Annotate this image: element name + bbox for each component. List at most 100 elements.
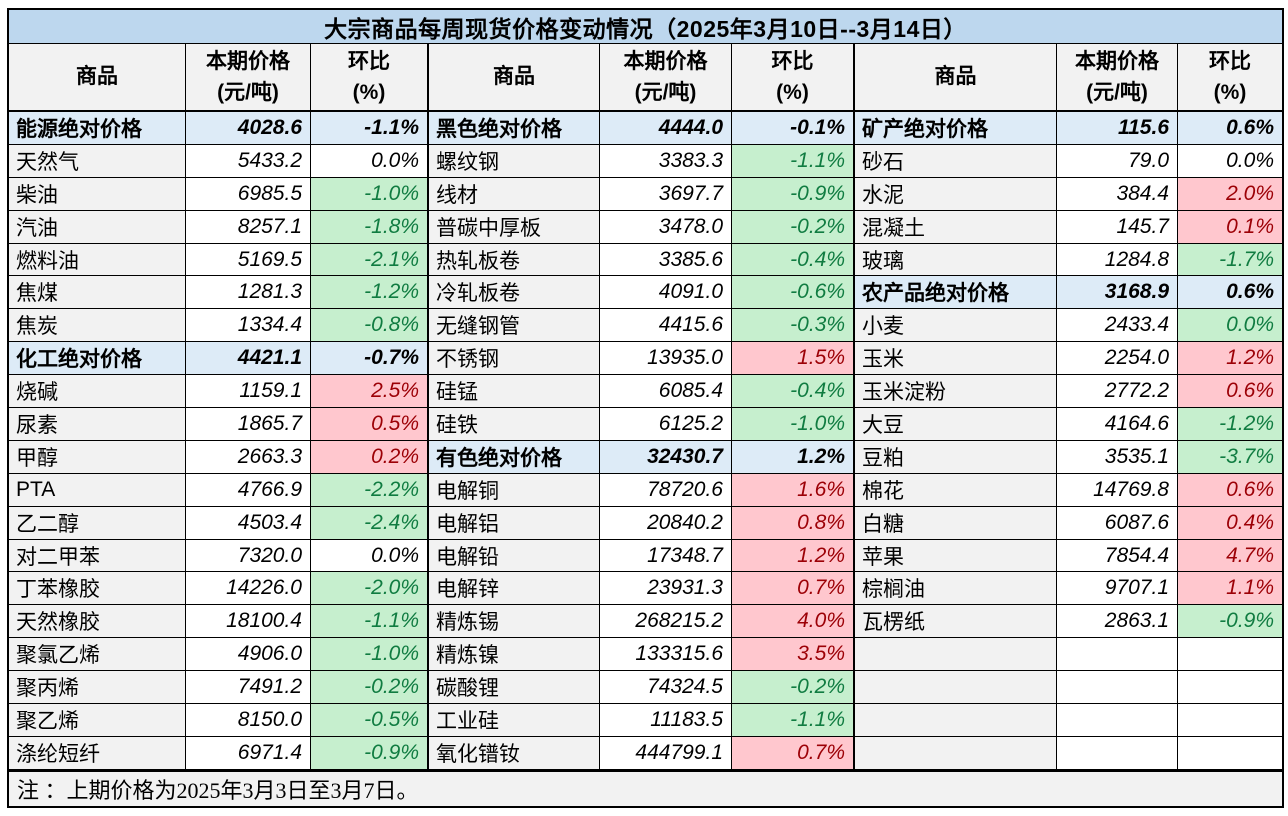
commodity-cell: 天然气 xyxy=(9,144,186,178)
price-cell: 1865.7 xyxy=(186,408,311,441)
change-cell: -1.2% xyxy=(311,276,429,310)
commodity-cell xyxy=(855,736,1057,770)
change-cell: -3.7% xyxy=(1178,440,1282,474)
price-cell: 11183.5 xyxy=(600,704,732,737)
change-cell: 2.0% xyxy=(1178,177,1282,211)
price-cell: 6125.2 xyxy=(600,408,732,441)
commodity-cell: 汽油 xyxy=(9,210,186,244)
price-cell: 20840.2 xyxy=(600,506,732,540)
commodity-cell: PTA xyxy=(9,473,186,507)
price-cell: 32430.7 xyxy=(600,440,732,474)
commodity-cell: 氧化镨钕 xyxy=(429,736,600,770)
commodity-cell: 小麦 xyxy=(855,309,1057,343)
commodity-cell: 热轧板卷 xyxy=(429,243,600,277)
commodity-cell: 涤纶短纤 xyxy=(9,736,186,770)
price-cell: 3478.0 xyxy=(600,210,732,244)
price-cell: 6087.6 xyxy=(1057,506,1178,540)
price-cell: 13935.0 xyxy=(600,342,732,376)
change-cell xyxy=(1178,671,1282,705)
change-cell: -1.1% xyxy=(311,605,429,639)
change-cell: 0.0% xyxy=(1178,144,1282,178)
change-cell: 3.5% xyxy=(732,638,855,672)
price-cell: 14769.8 xyxy=(1057,473,1178,507)
commodity-cell: 柴油 xyxy=(9,177,186,211)
commodity-cell: 电解铜 xyxy=(429,473,600,507)
price-cell: 6971.4 xyxy=(186,736,311,770)
price-cell: 4906.0 xyxy=(186,638,311,672)
change-cell: 0.7% xyxy=(732,736,855,770)
change-cell: 4.0% xyxy=(732,605,855,639)
column-header-change: 环比 (%) xyxy=(1178,44,1282,112)
commodity-cell: 电解锌 xyxy=(429,572,600,606)
price-cell: 1284.8 xyxy=(1057,243,1178,277)
commodity-cell: 大豆 xyxy=(855,408,1057,441)
price-cell: 384.4 xyxy=(1057,177,1178,211)
commodity-cell: 水泥 xyxy=(855,177,1057,211)
change-cell: 0.5% xyxy=(311,408,429,441)
commodity-cell: 天然橡胶 xyxy=(9,605,186,639)
change-cell: -1.0% xyxy=(732,408,855,441)
price-cell: 4091.0 xyxy=(600,276,732,310)
price-cell: 4164.6 xyxy=(1057,408,1178,441)
change-cell: 1.6% xyxy=(732,473,855,507)
commodity-cell: 瓦楞纸 xyxy=(855,605,1057,639)
commodity-cell: 丁苯橡胶 xyxy=(9,572,186,606)
commodity-cell: 对二甲苯 xyxy=(9,539,186,573)
change-cell: -2.4% xyxy=(311,506,429,540)
commodity-cell: 碳酸锂 xyxy=(429,671,600,705)
price-cell xyxy=(1057,704,1178,737)
column-header-change: 环比 (%) xyxy=(311,44,429,112)
section-title-cell: 有色绝对价格 xyxy=(429,440,600,474)
change-cell: -0.2% xyxy=(732,210,855,244)
column-header-commodity: 商品 xyxy=(855,44,1057,112)
commodity-cell: 无缝钢管 xyxy=(429,309,600,343)
price-cell: 9707.1 xyxy=(1057,572,1178,606)
price-cell: 74324.5 xyxy=(600,671,732,705)
price-cell: 23931.3 xyxy=(600,572,732,606)
commodity-cell: 电解铅 xyxy=(429,539,600,573)
change-cell: -1.1% xyxy=(311,112,429,145)
change-cell: -0.4% xyxy=(732,375,855,409)
section-title-cell: 农产品绝对价格 xyxy=(855,276,1057,310)
commodity-cell xyxy=(855,638,1057,672)
change-cell: -1.1% xyxy=(732,144,855,178)
price-cell: 4415.6 xyxy=(600,309,732,343)
price-cell xyxy=(1057,638,1178,672)
commodity-cell: 乙二醇 xyxy=(9,506,186,540)
price-cell: 18100.4 xyxy=(186,605,311,639)
commodity-cell: 苹果 xyxy=(855,539,1057,573)
price-cell: 1281.3 xyxy=(186,276,311,310)
commodity-cell xyxy=(855,704,1057,737)
price-cell: 4444.0 xyxy=(600,112,732,145)
price-cell: 8257.1 xyxy=(186,210,311,244)
price-cell: 2433.4 xyxy=(1057,309,1178,343)
change-cell: 0.1% xyxy=(1178,210,1282,244)
change-cell: -1.2% xyxy=(1178,408,1282,441)
change-cell: -0.9% xyxy=(732,177,855,211)
change-cell: 0.6% xyxy=(1178,112,1282,145)
change-cell: -2.0% xyxy=(311,572,429,606)
commodity-cell: 精炼锡 xyxy=(429,605,600,639)
commodity-cell: 硅铁 xyxy=(429,408,600,441)
price-cell: 444799.1 xyxy=(600,736,732,770)
commodity-cell: 玻璃 xyxy=(855,243,1057,277)
change-cell: 1.2% xyxy=(732,539,855,573)
change-cell: 1.1% xyxy=(1178,572,1282,606)
change-cell: 2.5% xyxy=(311,375,429,409)
price-cell: 145.7 xyxy=(1057,210,1178,244)
column-header-change: 环比 (%) xyxy=(732,44,855,112)
price-cell: 8150.0 xyxy=(186,704,311,737)
section-title-cell: 矿产绝对价格 xyxy=(855,112,1057,145)
price-cell: 5433.2 xyxy=(186,144,311,178)
commodity-cell: 燃料油 xyxy=(9,243,186,277)
commodity-cell: 砂石 xyxy=(855,144,1057,178)
price-cell: 1334.4 xyxy=(186,309,311,343)
price-cell: 2254.0 xyxy=(1057,342,1178,376)
change-cell: 0.6% xyxy=(1178,375,1282,409)
commodity-cell: 焦煤 xyxy=(9,276,186,310)
column-header-price: 本期价格 (元/吨) xyxy=(1057,44,1178,112)
commodity-cell: 甲醇 xyxy=(9,440,186,474)
commodity-cell: 线材 xyxy=(429,177,600,211)
change-cell: -0.4% xyxy=(732,243,855,277)
change-cell: 0.0% xyxy=(1178,309,1282,343)
